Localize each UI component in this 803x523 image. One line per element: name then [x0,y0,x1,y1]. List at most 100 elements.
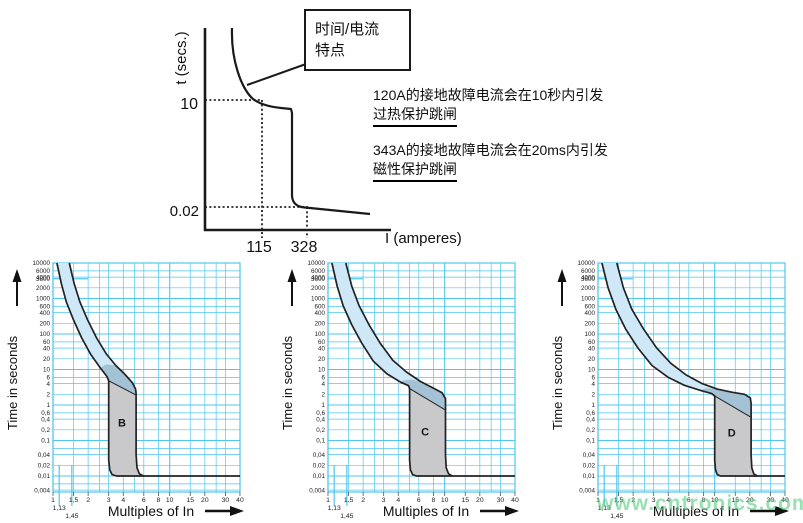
x-tick-label: 15 [461,497,469,504]
y-tick-label: 10000 [577,260,595,267]
up-arrow-icon [12,269,22,282]
y-tick-label: 200 [314,321,325,328]
trip-chart-svg-B: B100006000400036002000100060040020010060… [5,260,244,520]
upper-trip-limit [344,262,453,477]
y-tick-label: 40 [318,345,326,352]
y-tick-label: 0,04 [313,452,326,459]
y-tick-label: 4000 [581,274,596,281]
y-tick-label: 0,6 [586,410,595,417]
y-tick-label: 0,4 [316,416,325,423]
y-tick-label: 4 [591,381,595,388]
y-tick-label: 6 [321,375,325,382]
y-tick-label: 6000 [36,268,51,275]
trip-chart-svg-C: C100006000400036002000100060040020010060… [280,260,519,520]
x-tick-label: 2 [86,497,90,504]
y-tick-label: 3600 [581,276,596,283]
x-axis-title: Multiples of In [108,503,194,519]
x-axis-title: Multiples of In [653,503,739,519]
y-tick-label: 0,6 [316,410,325,417]
trip-curve-chart-c: C 10000 6000 4000 3600 2000 1000 600 400 200 100 60… [278,258,530,523]
divider-line [108,380,137,396]
concept-ytick-002: 0.02 [170,203,199,220]
y-tick-label: 0,04 [583,452,596,459]
x-tick-label: 40 [781,497,789,504]
x-tick-label: 15 [186,497,194,504]
trip-chart-svg-D: D100006000400036002000100060040020010060… [550,260,789,520]
y-tick-label: 6000 [581,268,596,275]
y-tick-label: 600 [314,304,325,311]
curve-letter-B: B [118,417,126,429]
overlap-band-fill [400,379,446,411]
right-arrow-icon [505,506,519,516]
y-tick-label: 6 [46,375,50,382]
y-tick-label: 10 [43,367,51,374]
trip-curve-chart-d: D 10000 6000 4000 3600 2000 1000 600 400 200 100 60… [548,258,800,523]
y-tick-label: 0,004 [579,487,595,494]
x-tick-label: 20 [201,497,209,504]
x-tick-label: 15 [731,497,739,504]
y-tick-label: 40 [43,345,51,352]
magnetic-band-fill [108,380,144,476]
y-tick-label: 1000 [581,296,596,303]
y-tick-label: 0,02 [38,463,51,470]
divider-line [409,388,446,411]
y-tick-label: 10 [318,367,326,374]
x-tick-label: 10 [711,497,719,504]
y-tick-label: 1 [46,402,50,409]
y-tick-label: 0,004 [34,487,50,494]
concept-trip-curve [230,27,371,216]
time-current-concept-diagram: 时间/电流 特点 t (secs.) 10 0.02 115 328 I (am… [170,9,462,255]
right-arrow-icon [230,506,244,516]
y-tick-label: 100 [39,331,50,338]
x-tick-label: 2 [631,497,635,504]
x-tick-label: 30 [497,497,505,504]
x-tick-label: 10 [441,497,449,504]
x-axis-title: Multiples of In [383,503,469,519]
upper-trip-limit [615,262,758,477]
y-tick-label: 3600 [311,276,326,283]
x-tick-label: 3 [382,497,386,504]
x-tick-label: 6 [142,497,146,504]
y-tick-label: 4000 [311,274,326,281]
y-tick-label: 400 [584,310,595,317]
y-tick-label: 0,01 [38,473,51,480]
y-tick-label: 1000 [36,296,51,303]
x-tick-label: 30 [222,497,230,504]
y-axis-title: Time in seconds [280,335,295,430]
x-tick-label: 1 [326,497,330,504]
overlap-band-fill [100,364,137,396]
x-tick-label: 6 [687,497,691,504]
y-tick-label: 2 [46,392,50,399]
x-tick-label: 2 [361,497,365,504]
y-tick-label: 0,01 [583,473,596,480]
note-thermal-line1: 120A的接地故障电流会在10秒内引发 [373,87,604,103]
lower-trip-limit [601,262,785,477]
lower-trip-limit [331,262,515,477]
y-tick-label: 10000 [307,260,325,267]
y-tick-label: 4000 [36,274,51,281]
grid-lines [52,262,241,493]
x-tick-label: 1,13 [598,505,611,512]
note-thermal-line2: 过热保护跳闸 [373,105,457,127]
up-arrow-icon [287,269,297,282]
y-axis-title: Time in seconds [5,335,20,430]
y-tick-label: 0,004 [309,487,325,494]
x-tick-label: 20 [746,497,754,504]
x-tick-label: 1,45 [340,513,353,520]
x-tick-label: 4 [121,497,125,504]
note-magnetic: 343A的接地故障电流会在20ms内引发 磁性保护跳闸 [373,141,703,182]
grid-lines [597,262,786,493]
y-tick-label: 0,02 [313,463,326,470]
y-tick-label: 0,1 [41,438,50,445]
note-magnetic-line1: 343A的接地故障电流会在20ms内引发 [373,142,608,158]
y-tick-label: 1 [591,402,595,409]
y-tick-label: 20 [588,356,596,363]
y-tick-label: 10 [588,367,596,374]
lower-trip-limit [56,262,240,477]
y-tick-label: 2000 [311,285,326,292]
callout-leader-line [246,63,307,86]
x-tick-label: 20 [476,497,484,504]
y-tick-label: 600 [39,304,50,311]
y-tick-label: 2000 [581,285,596,292]
